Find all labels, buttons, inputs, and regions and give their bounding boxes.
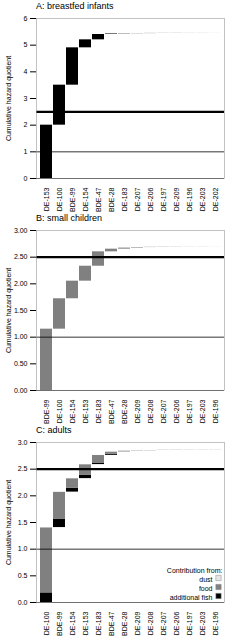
svg-text:Cumulative hazard quotient: Cumulative hazard quotient [5, 56, 13, 141]
svg-text:2.50: 2.50 [14, 253, 28, 260]
svg-text:BDE-153: BDE-153 [82, 399, 89, 424]
svg-text:BDE-203: BDE-203 [199, 399, 206, 424]
svg-text:4: 4 [24, 68, 28, 75]
svg-text:BDE-47: BDE-47 [108, 611, 115, 636]
svg-text:BDE-28: BDE-28 [108, 187, 115, 212]
svg-text:1.5: 1.5 [18, 519, 28, 526]
svg-text:BDE-183: BDE-183 [95, 399, 102, 424]
svg-text:BDE-28: BDE-28 [121, 611, 128, 636]
svg-text:1.00: 1.00 [14, 333, 28, 340]
svg-text:3.0: 3.0 [18, 439, 28, 446]
svg-text:BDE-208: BDE-208 [147, 611, 154, 636]
svg-text:2.0: 2.0 [18, 492, 28, 499]
svg-text:BDE-203: BDE-203 [199, 611, 206, 636]
svg-text:BDE-154: BDE-154 [69, 399, 76, 424]
svg-text:BDE-206: BDE-206 [173, 399, 180, 424]
svg-text:BDE-197: BDE-197 [186, 399, 193, 424]
svg-text:2.00: 2.00 [14, 280, 28, 287]
svg-text:6: 6 [24, 15, 28, 22]
html-text:A: breastfed infants: A: breastfed infants [36, 1, 114, 11]
svg-text:BDE-100: BDE-100 [56, 399, 63, 424]
svg-text:0: 0 [24, 175, 28, 182]
svg-text:BDE-28: BDE-28 [121, 399, 128, 424]
svg-text:Contribution from:: Contribution from: [167, 567, 223, 574]
svg-text:BDE-99: BDE-99 [56, 611, 63, 636]
svg-text:BDE-153: BDE-153 [43, 187, 50, 212]
svg-text:BDE-99: BDE-99 [69, 187, 76, 212]
html-text:C: adults: C: adults [36, 425, 72, 435]
svg-text:Cumulative hazard quotient: Cumulative hazard quotient [5, 480, 13, 565]
svg-text:0.00: 0.00 [14, 387, 28, 394]
svg-text:1.50: 1.50 [14, 307, 28, 314]
svg-text:2: 2 [24, 121, 28, 128]
svg-text:2.5: 2.5 [18, 465, 28, 472]
svg-text:food: food [199, 585, 213, 592]
svg-text:BDE-209: BDE-209 [134, 399, 141, 424]
svg-text:BDE-47: BDE-47 [95, 187, 102, 212]
svg-text:3.00: 3.00 [14, 227, 28, 234]
svg-text:BDE-47: BDE-47 [108, 399, 115, 424]
svg-text:1.0: 1.0 [18, 545, 28, 552]
svg-text:BDE-206: BDE-206 [173, 611, 180, 636]
svg-text:BDE-154: BDE-154 [69, 611, 76, 636]
svg-text:BDE-203: BDE-203 [199, 187, 206, 212]
svg-text:BDE-207: BDE-207 [134, 187, 141, 212]
svg-text:BDE-197: BDE-197 [160, 187, 167, 212]
svg-text:3: 3 [24, 95, 28, 102]
svg-text:BDE-202: BDE-202 [212, 187, 219, 212]
svg-text:BDE-208: BDE-208 [147, 399, 154, 424]
svg-text:5: 5 [24, 41, 28, 48]
svg-text:BDE-207: BDE-207 [160, 611, 167, 636]
svg-text:BDE-196: BDE-196 [212, 611, 219, 636]
svg-text:0.0: 0.0 [18, 599, 28, 606]
svg-text:0.5: 0.5 [18, 572, 28, 579]
html-text:B: small children: B: small children [36, 213, 102, 223]
svg-text:BDE-183: BDE-183 [121, 187, 128, 212]
svg-text:BDE-209: BDE-209 [173, 187, 180, 212]
svg-text:1: 1 [24, 148, 28, 155]
svg-text:BDE-206: BDE-206 [147, 187, 154, 212]
svg-text:BDE-99: BDE-99 [43, 399, 50, 424]
svg-text:additional fish: additional fish [170, 594, 213, 601]
svg-text:0.50: 0.50 [14, 360, 28, 367]
svg-text:BDE-209: BDE-209 [134, 611, 141, 636]
svg-text:Cumulative hazard quotient: Cumulative hazard quotient [5, 268, 13, 353]
svg-text:BDE-196: BDE-196 [212, 399, 219, 424]
svg-text:dust: dust [199, 576, 212, 583]
svg-text:BDE-153: BDE-153 [82, 611, 89, 636]
svg-text:BDE-183: BDE-183 [95, 611, 102, 636]
svg-text:BDE-197: BDE-197 [186, 611, 193, 636]
svg-text:BDE-196: BDE-196 [186, 187, 193, 212]
svg-text:BDE-207: BDE-207 [160, 399, 167, 424]
svg-text:BDE-100: BDE-100 [56, 187, 63, 212]
svg-text:BDE-100: BDE-100 [43, 611, 50, 636]
svg-text:BDE-154: BDE-154 [82, 187, 89, 212]
